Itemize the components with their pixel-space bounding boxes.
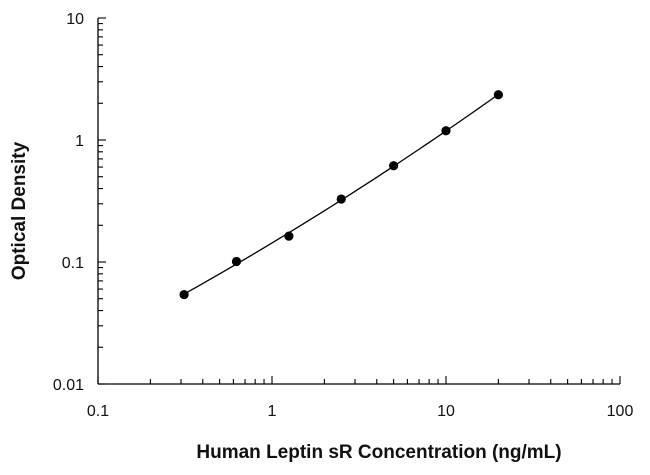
data-point — [179, 290, 189, 300]
data-point — [441, 126, 451, 136]
data-point — [284, 231, 294, 241]
x-tick-label: 0.1 — [87, 403, 109, 420]
y-axis-title: Optical Density — [9, 141, 30, 280]
axes — [97, 18, 620, 385]
x-axis-title: Human Leptin sR Concentration (ng/mL) — [196, 442, 561, 463]
data-point — [493, 90, 503, 100]
x-tick-label: 10 — [437, 403, 455, 420]
data-point — [231, 256, 242, 267]
x-tick-label: 1 — [268, 403, 277, 420]
y-tick-label: 0.01 — [53, 377, 84, 394]
ticks — [97, 17, 621, 385]
x-tick-label: 100 — [607, 403, 634, 420]
y-tick-label: 0.1 — [62, 255, 84, 272]
y-tick-label: 10 — [66, 11, 84, 28]
standard-curve-line — [183, 93, 499, 295]
data-points — [179, 90, 503, 300]
data-point — [389, 161, 399, 171]
y-tick-label: 1 — [75, 133, 84, 150]
data-point — [336, 194, 346, 204]
